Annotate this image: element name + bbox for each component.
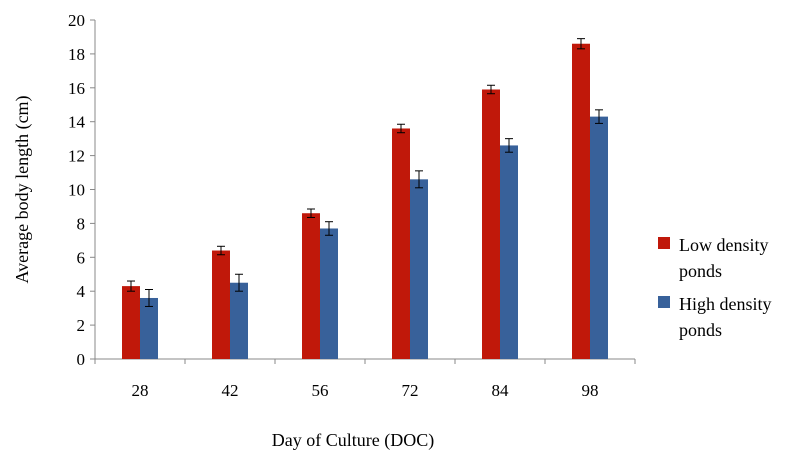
- error-bars: [127, 38, 603, 307]
- error-bar: [145, 289, 153, 307]
- error-bar: [325, 221, 333, 236]
- legend-label: High density: [679, 294, 772, 314]
- bar-high-density: [320, 228, 338, 359]
- bar-high-density: [140, 297, 158, 359]
- y-tick-label: 18: [68, 45, 85, 64]
- bar-high-density: [590, 116, 608, 360]
- x-tick-label: 28: [132, 381, 149, 400]
- bar-low-density: [302, 213, 320, 359]
- y-tick-label: 4: [77, 282, 86, 301]
- y-tick-label: 8: [77, 214, 86, 233]
- x-tick-label: 56: [312, 381, 329, 400]
- y-tick-label: 10: [68, 181, 85, 200]
- error-bar: [235, 273, 243, 292]
- x-axis: 28 42 56 72 84 98: [94, 358, 636, 400]
- error-bar: [415, 170, 423, 189]
- x-tick-label: 84: [492, 381, 510, 400]
- error-bar: [487, 84, 495, 95]
- bar-low-density: [482, 89, 500, 360]
- y-tick-label: 20: [68, 11, 85, 30]
- y-tick-label: 14: [68, 113, 86, 132]
- y-tick-label: 0: [77, 350, 86, 369]
- bar-low-density: [122, 286, 140, 359]
- x-tick-label: 72: [402, 381, 419, 400]
- error-bar: [397, 123, 405, 134]
- error-bar: [577, 38, 585, 50]
- bar-high-density: [500, 145, 518, 359]
- y-axis-label: Average body length (cm): [12, 95, 33, 283]
- bar-low-density: [212, 250, 230, 359]
- error-bar: [127, 280, 135, 292]
- bars: [122, 43, 608, 360]
- bar-low-density: [392, 128, 410, 359]
- legend-swatch: [658, 237, 670, 249]
- bar-high-density: [410, 179, 428, 359]
- x-tick-label: 42: [222, 381, 239, 400]
- x-axis-label: Day of Culture (DOC): [272, 430, 434, 451]
- legend-item-low-density: Low density ponds: [658, 235, 769, 281]
- legend-label: ponds: [679, 261, 722, 281]
- y-axis: 0 2 4 6 8 10 12 14 16 18 20: [68, 11, 96, 369]
- error-bar: [217, 245, 225, 256]
- legend: Low density ponds High density ponds: [658, 235, 772, 340]
- error-bar: [595, 109, 603, 124]
- legend-label: ponds: [679, 320, 722, 340]
- y-tick-label: 6: [77, 248, 86, 267]
- legend-swatch: [658, 296, 670, 308]
- bar-low-density: [572, 43, 590, 359]
- legend-item-high-density: High density ponds: [658, 294, 772, 340]
- legend-label: Low density: [679, 235, 769, 255]
- y-tick-label: 12: [68, 147, 85, 166]
- bar-high-density: [230, 282, 248, 359]
- y-tick-label: 2: [77, 316, 86, 335]
- error-bar: [307, 208, 315, 218]
- y-tick-label: 16: [68, 79, 85, 98]
- error-bar: [505, 138, 513, 153]
- x-tick-label: 98: [582, 381, 599, 400]
